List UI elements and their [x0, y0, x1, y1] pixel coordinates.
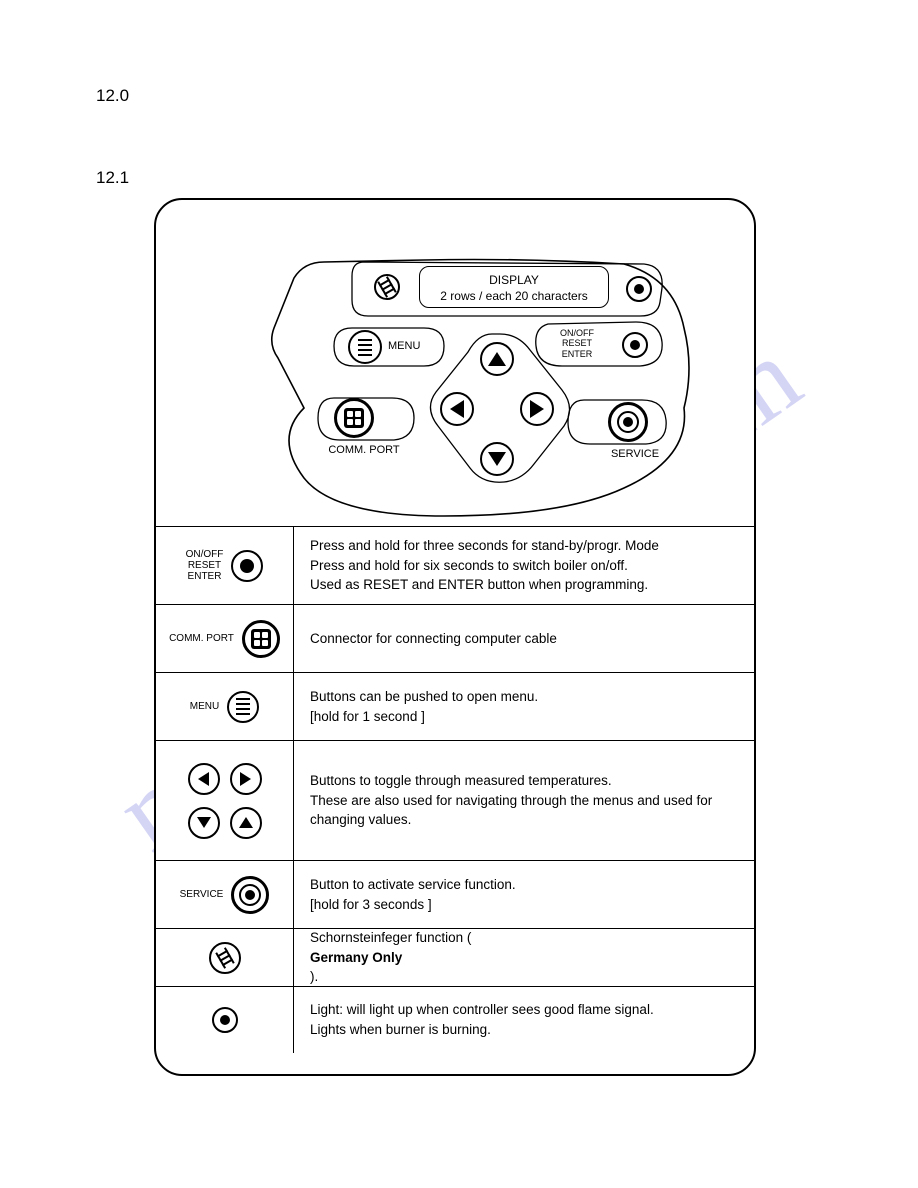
table-row: Light: will light up when controller see…: [156, 987, 754, 1053]
light-icon: [212, 1007, 238, 1033]
arrow-down-icon: [188, 807, 220, 839]
display-line1: DISPLAY: [420, 273, 608, 289]
table-row: Schornsteinfeger function (Germany Only)…: [156, 929, 754, 987]
comm-port-icon: [242, 620, 280, 658]
comm-port-label: COMM. PORT: [324, 444, 404, 457]
arrow-left-icon: [188, 763, 220, 795]
onoff-icon: [231, 550, 263, 582]
control-panel-diagram: DISPLAY 2 rows / each 20 characters MENU…: [154, 198, 756, 1076]
display-screen: DISPLAY 2 rows / each 20 characters: [419, 266, 609, 308]
menu-icon: [227, 691, 259, 723]
arrow-right-button[interactable]: [520, 392, 554, 426]
onoff-button[interactable]: [622, 332, 648, 358]
display-line2: 2 rows / each 20 characters: [420, 289, 608, 305]
flame-light-icon: [626, 276, 652, 302]
comm-port-button[interactable]: [334, 398, 374, 438]
row-comm-label: COMM. PORT: [169, 633, 234, 644]
row-light-desc: Light: will light up when controller see…: [294, 987, 754, 1053]
schornsteinfeger-icon: [374, 274, 400, 300]
service-icon: [231, 876, 269, 914]
arrow-down-button[interactable]: [480, 442, 514, 476]
row-ladder-desc: Schornsteinfeger function (Germany Only)…: [294, 929, 754, 986]
section-number-sub: 12.1: [96, 168, 129, 188]
arrow-left-button[interactable]: [440, 392, 474, 426]
ladder-icon: [209, 942, 241, 974]
table-row: MENU Buttons can be pushed to open menu.…: [156, 673, 754, 741]
row-service-desc: Button to activate service function. [ho…: [294, 861, 754, 928]
row-onoff-desc: Press and hold for three seconds for sta…: [294, 527, 754, 604]
row-menu-label: MENU: [190, 701, 219, 712]
row-menu-desc: Buttons can be pushed to open menu. [hol…: [294, 673, 754, 740]
table-row: SERVICE Button to activate service funct…: [156, 861, 754, 929]
arrow-up-button[interactable]: [480, 342, 514, 376]
service-button[interactable]: [608, 402, 648, 442]
arrow-up-icon: [230, 807, 262, 839]
table-row: COMM. PORT Connector for connecting comp…: [156, 605, 754, 673]
menu-label: MENU: [388, 340, 420, 353]
button-description-table: ON/OFF RESET ENTER Press and hold for th…: [156, 526, 754, 1053]
control-face: DISPLAY 2 rows / each 20 characters MENU…: [174, 218, 736, 514]
table-row: ON/OFF RESET ENTER Press and hold for th…: [156, 527, 754, 605]
row-arrows-desc: Buttons to toggle through measured tempe…: [294, 741, 754, 860]
table-row: Buttons to toggle through measured tempe…: [156, 741, 754, 861]
row-comm-desc: Connector for connecting computer cable: [294, 605, 754, 672]
onoff-label: ON/OFF RESET ENTER: [560, 328, 594, 359]
row-service-label: SERVICE: [180, 889, 224, 900]
arrow-right-icon: [230, 763, 262, 795]
service-label: SERVICE: [600, 448, 670, 461]
section-number-main: 12.0: [96, 86, 129, 106]
menu-button[interactable]: [348, 330, 382, 364]
row-onoff-label: ON/OFF RESET ENTER: [186, 549, 224, 582]
